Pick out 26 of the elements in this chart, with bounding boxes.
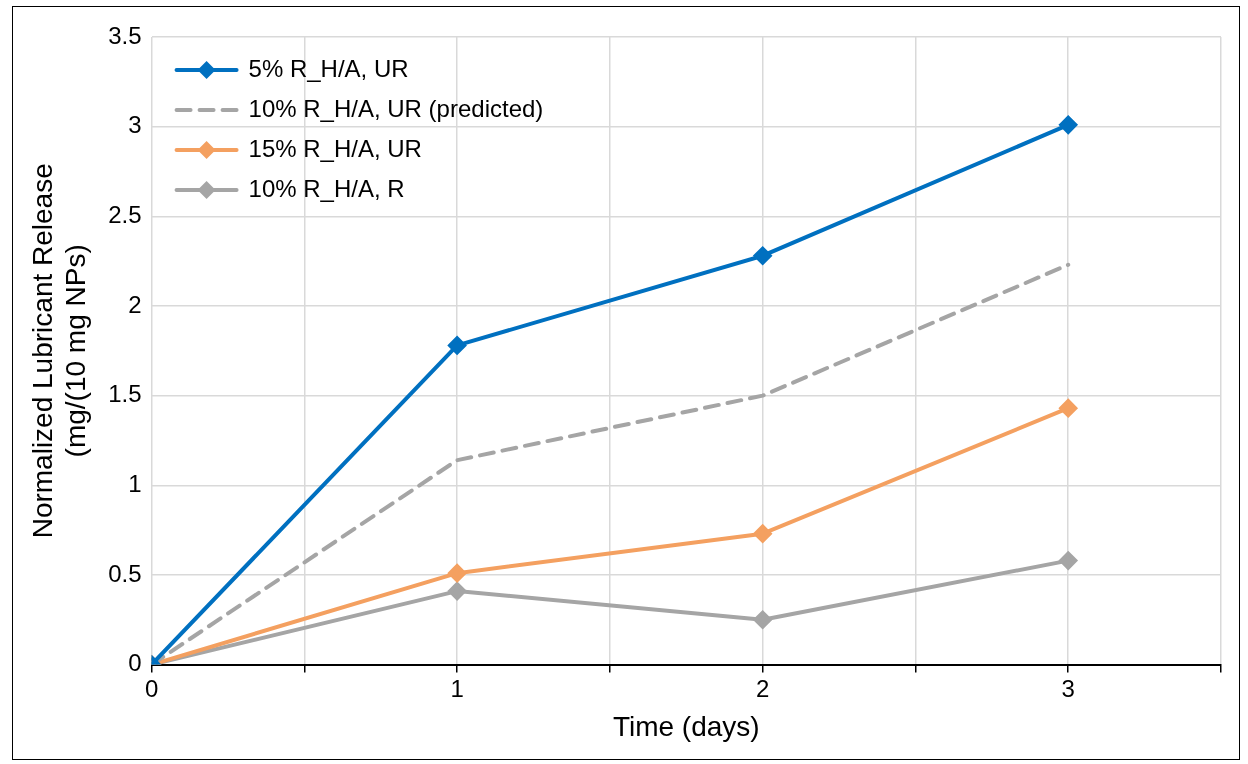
point [448, 336, 467, 355]
point [1059, 399, 1078, 418]
y-tick-label: 1.5 [108, 380, 142, 408]
legend-label: 15% R_H/A, UR [248, 134, 422, 162]
y-tick-label: 3.5 [108, 21, 142, 49]
point [1059, 115, 1078, 134]
legend-label: 5% R_H/A, UR [248, 54, 409, 82]
legend-label: 10% R_H/A, R [248, 174, 405, 202]
y-tick-label: 0 [128, 649, 142, 677]
x-tick-label: 3 [1061, 674, 1075, 702]
x-axis-title: Time (days) [612, 710, 760, 742]
y-tick-label: 3 [128, 111, 142, 139]
point [753, 610, 772, 629]
y-tick-label: 2.5 [108, 200, 142, 228]
y-axis-title: Normalized Lubricant Release (mg/(10 mg NPs) [26, 163, 92, 539]
y-tick-label: 1 [128, 469, 142, 497]
point [753, 524, 772, 543]
legend-label: 10% R_H/A, UR (predicted) [248, 94, 544, 122]
x-tick-label: 2 [755, 674, 770, 702]
y-tick-label: 0.5 [108, 559, 142, 587]
x-tick-label: 1 [450, 674, 464, 702]
point [1059, 551, 1078, 570]
y-tick-label: 2 [128, 290, 142, 318]
point [753, 246, 772, 265]
point [448, 582, 467, 601]
point [448, 564, 467, 583]
